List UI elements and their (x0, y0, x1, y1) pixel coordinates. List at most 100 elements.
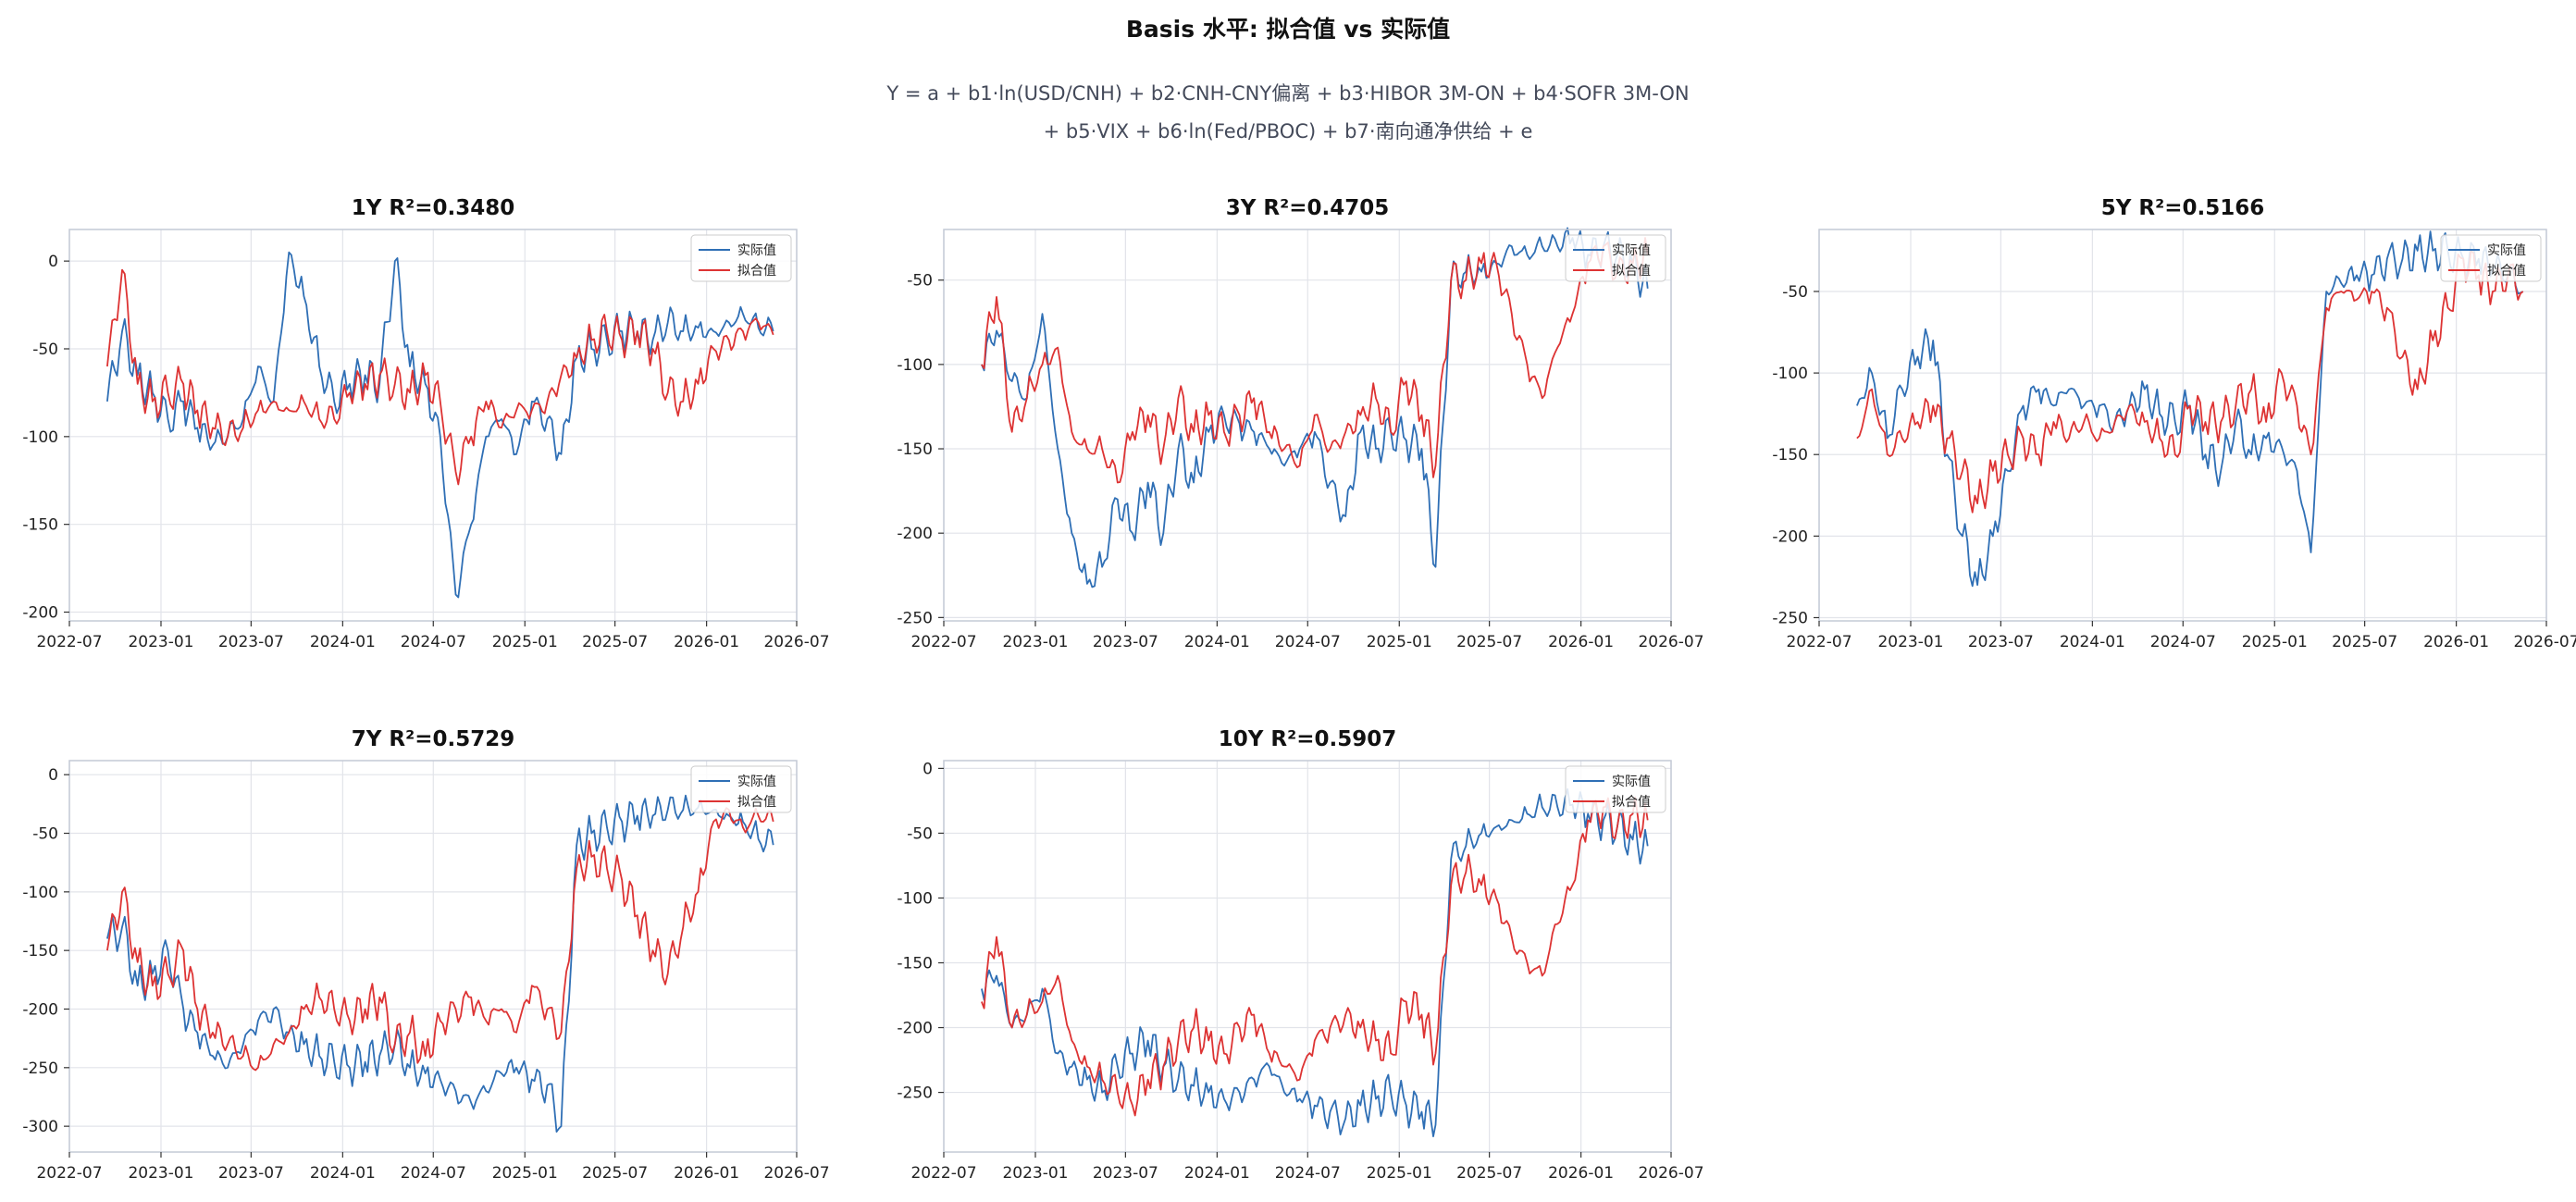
series-fitted-line (106, 807, 774, 1072)
y-tick-label: -100 (22, 884, 58, 902)
x-tick-label: 2026-01 (674, 1164, 739, 1183)
subplot-3: 2022-07 2023-01 2023-07 2024-01 2024-07 2025-… (1772, 196, 2576, 651)
x-tick-label: 2023-07 (1093, 633, 1158, 651)
subplot-2: 2022-07 2023-01 2023-07 2024-01 2024-07 2025-… (897, 196, 1703, 651)
x-tick-label: 2025-07 (2332, 633, 2397, 651)
y-tick-label: -150 (22, 942, 58, 960)
series-fitted-line (981, 796, 1649, 1117)
y-tick-label: -150 (897, 955, 933, 973)
subplot-title: 5Y R²=0.5166 (2101, 196, 2264, 220)
y-tick-label: -50 (907, 272, 933, 291)
x-tick-label: 2023-01 (1002, 1164, 1068, 1183)
x-tick-label: 2025-01 (2242, 633, 2308, 651)
y-tick-label: -200 (897, 525, 933, 543)
x-tick-label: 2023-01 (128, 1164, 193, 1183)
y-tick-label: -150 (897, 440, 933, 459)
x-tick-label: 2025-07 (582, 1164, 648, 1183)
x-tick-label: 2026-07 (1638, 1164, 1703, 1183)
y-tick-label: -250 (897, 609, 933, 627)
x-tick-label: 2023-07 (218, 1164, 284, 1183)
x-tick-label: 2022-07 (1786, 633, 1852, 651)
x-tick-label: 2026-07 (763, 1164, 829, 1183)
x-tick-label: 2024-01 (2060, 633, 2125, 651)
x-tick-label: 2023-07 (1093, 1164, 1158, 1183)
legend-fitted-label: 拟合值 (1612, 795, 1651, 810)
x-tick-label: 2023-01 (1002, 633, 1068, 651)
x-tick-label: 2025-07 (1456, 1164, 1522, 1183)
y-tick-label: -50 (32, 825, 58, 844)
x-tick-label: 2022-07 (36, 633, 102, 651)
y-tick-label: -100 (22, 428, 58, 447)
legend-fitted-label: 拟合值 (737, 795, 776, 810)
x-tick-label: 2026-07 (2513, 633, 2576, 651)
x-tick-label: 2024-07 (1275, 633, 1341, 651)
y-tick-label: -100 (1772, 365, 1808, 383)
subplot-4: 2022-07 2023-01 2023-07 2024-01 2024-07 2025-… (22, 727, 829, 1183)
subplots: 2022-07 2023-01 2023-07 2024-01 2024-07 2025-… (22, 196, 2576, 1183)
y-tick-label: -150 (1772, 446, 1808, 465)
legend-actual-label: 实际值 (737, 243, 776, 258)
y-tick-label: -250 (897, 1084, 933, 1103)
y-tick-label: -100 (897, 889, 933, 908)
x-tick-label: 2026-01 (674, 633, 739, 651)
y-tick-label: -200 (22, 1000, 58, 1019)
x-tick-label: 2024-07 (2150, 633, 2216, 651)
y-tick-label: -200 (22, 604, 58, 623)
x-tick-label: 2025-07 (1456, 633, 1522, 651)
subplot-title: 1Y R²=0.3480 (352, 196, 514, 220)
subplot-title: 10Y R²=0.5907 (1219, 727, 1396, 751)
x-tick-label: 2025-01 (1367, 1164, 1432, 1183)
x-tick-label: 2024-01 (1184, 633, 1250, 651)
series-actual-line (981, 227, 1649, 589)
x-tick-label: 2024-07 (401, 633, 466, 651)
y-tick-label: 0 (48, 766, 58, 785)
formula-line-2: + b5·VIX + b6·ln(Fed/PBOC) + b7·南向通净供给 +… (1044, 120, 1533, 143)
x-tick-label: 2023-01 (128, 633, 193, 651)
x-tick-label: 2025-07 (582, 633, 648, 651)
x-tick-label: 2024-07 (401, 1164, 466, 1183)
x-tick-label: 2024-01 (1184, 1164, 1250, 1183)
y-tick-label: -50 (1782, 283, 1808, 302)
y-tick-label: -50 (907, 824, 933, 843)
x-tick-label: 2022-07 (910, 1164, 976, 1183)
x-tick-label: 2026-01 (1548, 633, 1614, 651)
y-tick-label: -100 (897, 356, 933, 375)
legend-fitted-label: 拟合值 (1612, 264, 1651, 279)
series-actual-line (106, 251, 774, 599)
series-fitted-line (1856, 250, 2524, 514)
legend-actual-label: 实际值 (737, 774, 776, 789)
subplot-title: 3Y R²=0.4705 (1226, 196, 1389, 220)
series-fitted-line (106, 268, 774, 486)
y-tick-label: -50 (32, 341, 58, 359)
y-tick-label: -250 (1772, 609, 1808, 627)
x-tick-label: 2026-01 (1548, 1164, 1614, 1183)
legend-actual-label: 实际值 (2487, 243, 2526, 258)
legend-fitted-label: 拟合值 (737, 264, 776, 279)
x-tick-label: 2022-07 (910, 633, 976, 651)
x-tick-label: 2025-01 (492, 1164, 558, 1183)
x-tick-label: 2024-01 (310, 1164, 376, 1183)
subplot-5: 2022-07 2023-01 2023-07 2024-01 2024-07 2025-… (897, 727, 1703, 1183)
y-tick-label: -200 (1772, 527, 1808, 546)
legend-actual-label: 实际值 (1612, 243, 1651, 258)
x-tick-label: 2023-07 (218, 633, 284, 651)
x-tick-label: 2026-07 (763, 633, 829, 651)
series-actual-line (981, 787, 1649, 1137)
x-tick-label: 2024-01 (310, 633, 376, 651)
x-tick-label: 2023-07 (1968, 633, 2034, 651)
y-tick-label: 0 (48, 253, 58, 271)
y-tick-label: -250 (22, 1059, 58, 1078)
y-tick-label: -300 (22, 1118, 58, 1136)
y-tick-label: -200 (897, 1020, 933, 1038)
x-tick-label: 2025-01 (492, 633, 558, 651)
figure-title: Basis 水平: 拟合值 vs 实际值 (1126, 16, 1450, 43)
subplot-1: 2022-07 2023-01 2023-07 2024-01 2024-07 2025-… (22, 196, 829, 651)
series-actual-line (106, 794, 774, 1133)
y-tick-label: -150 (22, 516, 58, 535)
